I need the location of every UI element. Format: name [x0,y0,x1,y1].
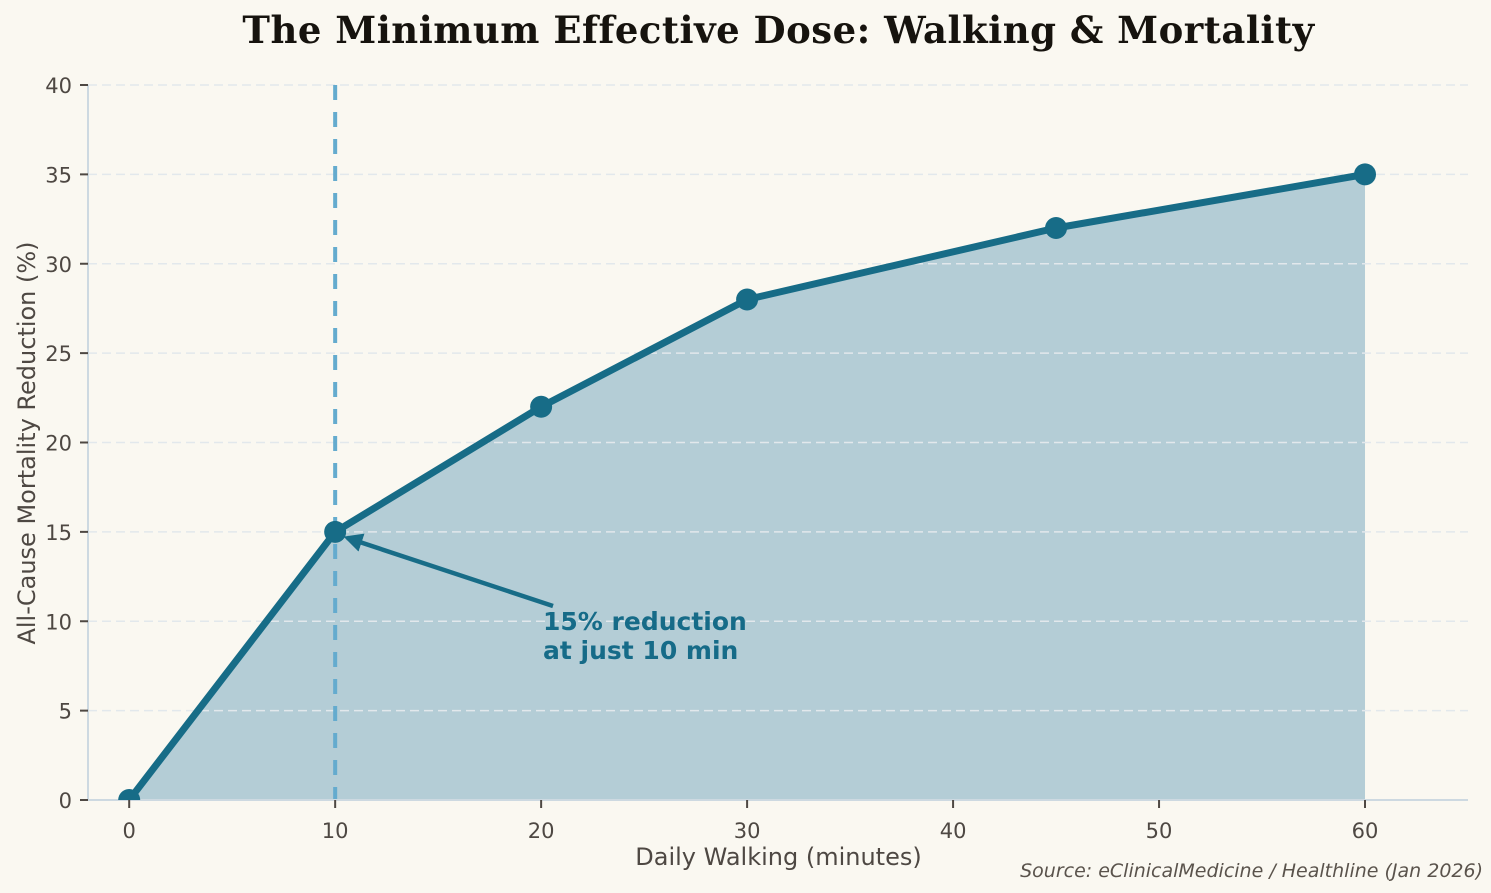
y-tick-label: 10 [45,610,72,634]
x-tick-label: 0 [123,819,136,843]
y-tick-label: 35 [45,163,72,187]
data-point-30min [736,288,759,311]
series-line [125,170,1369,800]
x-tick-label: 20 [528,819,555,843]
gridlines-layer [88,84,1468,712]
source-caption: Source: eClinicalMedicine / Healthline (… [1020,860,1483,882]
x-tick-label: 60 [1352,819,1379,843]
line-series-layer [118,163,1377,800]
y-tick-label: 20 [45,432,72,456]
y-tick-label: 30 [45,253,72,277]
y-tick-label: 15 [45,521,72,545]
y-tick-label: 40 [45,74,72,98]
data-point-10min [324,520,347,543]
annotation-text: 15% reduction at just 10 min [543,607,747,665]
annotation-line1: 15% reduction [543,607,747,636]
data-point-60min [1354,163,1377,186]
data-point-45min [1045,217,1068,239]
x-axis-label: Daily Walking (minutes) [635,843,922,871]
y-tick-label: 25 [45,342,72,366]
annotation-arrow [343,533,554,609]
annotation-arrow-layer [343,533,554,609]
area-fill [129,174,1366,800]
annotation-line2: at just 10 min [543,636,739,665]
x-tick-label: 30 [734,819,761,843]
y-tick-label: 5 [59,700,72,724]
data-point-20min [530,395,553,418]
x-tick-label: 50 [1146,819,1173,843]
chart-title: The Minimum Effective Dose: Walking & Mo… [242,8,1315,52]
data-point-0min [118,789,141,800]
y-axis-label: All-Cause Mortality Reduction (%) [13,241,41,645]
x-tick-label: 10 [322,819,349,843]
area-fill-layer [129,174,1366,800]
x-tick-label: 40 [940,819,967,843]
axes-ticks-layer: 0 10 20 30 40 50 60 0 5 10 15 20 25 30 35 40 [45,74,1378,843]
y-tick-label: 0 [59,789,72,813]
